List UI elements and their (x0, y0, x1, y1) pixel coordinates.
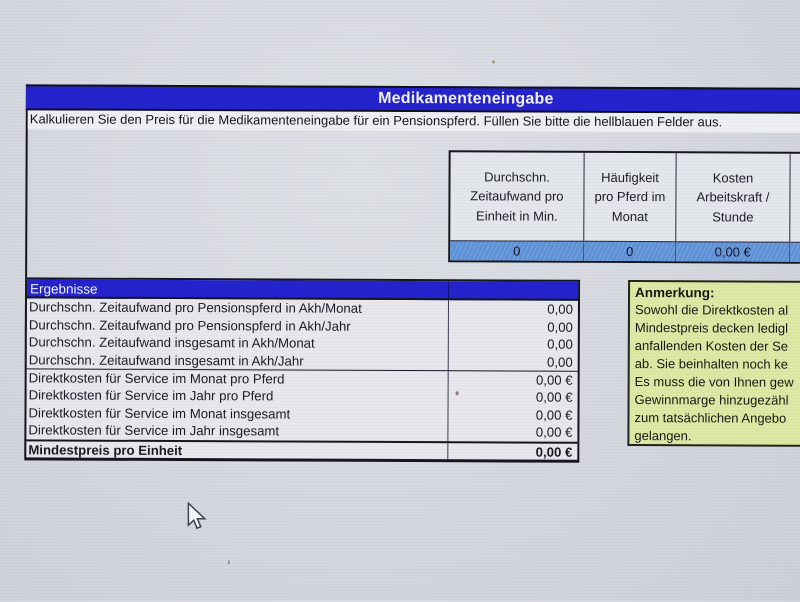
note-line: zum tatsächlichen Angebo (634, 410, 787, 426)
results-header-label: Ergebnisse (30, 281, 98, 297)
results-header-spacer (448, 281, 579, 299)
input-column-partial: P (790, 154, 800, 263)
page-title: Medikamenteneingabe (378, 89, 554, 108)
total-row-mindestpreis: Mindestpreis pro Einheit 0,00 € (26, 439, 578, 460)
note-box: Anmerkung: Sowohl die Direktkosten al Mi… (627, 279, 800, 448)
input-cell-kosten[interactable]: 0,00 € (676, 241, 790, 262)
instruction-text: Kalkulieren Sie den Preis für die Medika… (27, 110, 800, 134)
note-line: Es muss die von Ihnen gew (634, 374, 794, 390)
input-table: Durchschn. Zeitaufwand pro Einheit in Mi… (448, 150, 800, 265)
note-line: Mindestpreis decken ledigl (634, 320, 789, 336)
note-line: Gewinnmarge hinzugezähl (634, 392, 789, 408)
note-line: anfallenden Kosten der Se (634, 338, 789, 354)
input-column-haeufigkeit: Häufigkeit pro Pferd im Monat 0 (584, 152, 677, 262)
column-header: Häufigkeit pro Pferd im Monat (594, 169, 666, 224)
input-cell-haeufigkeit[interactable]: 0 (584, 240, 676, 262)
table-row: Direktkosten für Service im Jahr insgesa… (26, 422, 578, 442)
column-header: Kosten Arbeitskraft / Stunde (696, 170, 770, 225)
table-row: Durchschn. Zeitaufwand insgesamt in Akh/… (27, 351, 578, 372)
sheet-title-bar: Medikamenteneingabe (25, 84, 800, 115)
note-heading: Anmerkung: (635, 285, 715, 301)
input-column-zeitaufwand: Durchschn. Zeitaufwand pro Einheit in Mi… (450, 152, 585, 261)
input-column-kosten: Kosten Arbeitskraft / Stunde 0,00 € (676, 153, 791, 262)
dust-speck (227, 560, 230, 565)
column-header: Durchschn. Zeitaufwand pro Einheit in Mi… (470, 169, 564, 224)
column-header: P (790, 154, 800, 242)
dust-speck (492, 60, 496, 64)
note-line: Sowohl die Direktkosten al (634, 302, 789, 318)
note-line: gelangen. (634, 428, 692, 444)
note-line: ab. Sie beinhalten noch ke (634, 356, 788, 372)
results-table: Ergebnisse Durchschn. Zeitaufwand pro Pe… (24, 277, 581, 463)
input-cell-zeitaufwand[interactable]: 0 (450, 240, 584, 261)
results-header-bar: Ergebnisse (27, 279, 579, 301)
input-cell-partial[interactable] (790, 241, 800, 263)
mouse-cursor-icon (187, 502, 207, 530)
